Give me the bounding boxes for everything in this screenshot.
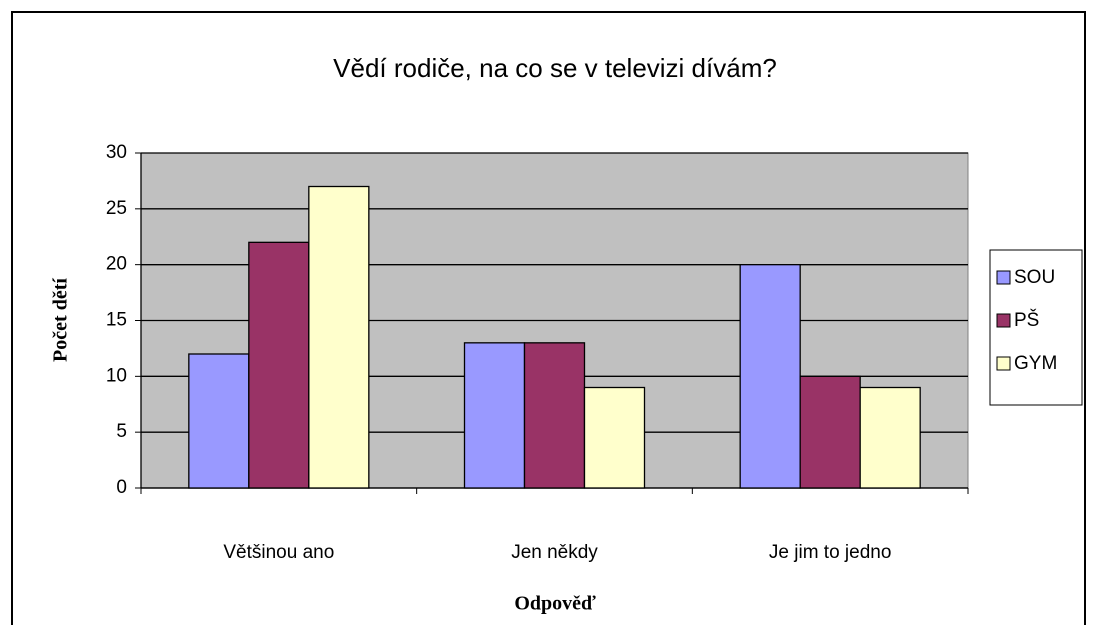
y-tick-label: 20 bbox=[106, 254, 127, 275]
legend-label: PŠ bbox=[1014, 309, 1039, 331]
x-axis-label: Odpověď bbox=[514, 593, 596, 615]
bar bbox=[188, 353, 250, 489]
legend-swatch bbox=[996, 270, 1011, 285]
y-axis-label: Počet dětí bbox=[50, 278, 72, 362]
legend-label: GYM bbox=[1014, 353, 1057, 374]
y-tick-label: 10 bbox=[106, 365, 127, 386]
bar bbox=[583, 386, 646, 489]
chart-title: Vědí rodiče, na co se v televizi dívám? bbox=[333, 53, 777, 83]
y-tick-label: 5 bbox=[116, 421, 127, 442]
y-tick-label: 30 bbox=[106, 142, 127, 163]
x-tick-label: Většinou ano bbox=[223, 542, 334, 563]
x-tick-label: Je jim to jedno bbox=[769, 542, 892, 563]
bar bbox=[859, 386, 921, 489]
legend-swatch bbox=[996, 313, 1011, 328]
bar bbox=[463, 342, 526, 489]
y-tick-label: 15 bbox=[106, 310, 127, 331]
bar bbox=[308, 185, 370, 489]
y-tick-label: 0 bbox=[116, 477, 127, 498]
bar bbox=[523, 342, 586, 489]
legend-label: SOU bbox=[1014, 267, 1055, 288]
bar bbox=[799, 375, 861, 489]
bar bbox=[248, 241, 310, 489]
bar bbox=[739, 264, 801, 489]
x-tick-label: Jen někdy bbox=[511, 542, 598, 563]
y-tick-label: 25 bbox=[106, 198, 127, 219]
legend-swatch bbox=[996, 356, 1011, 371]
